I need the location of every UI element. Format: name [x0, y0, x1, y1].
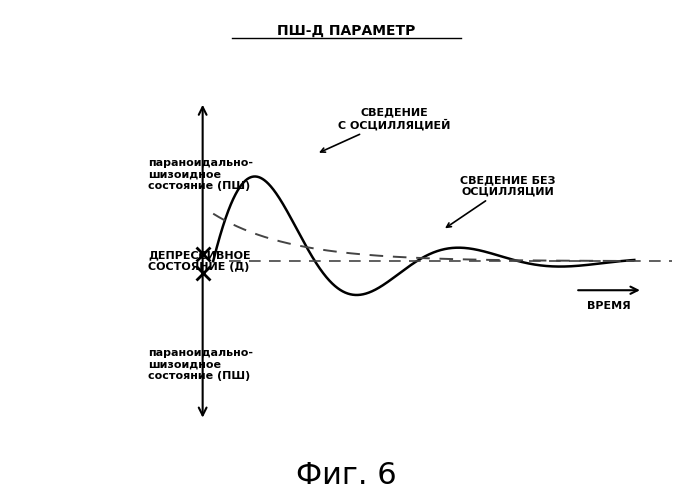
Text: параноидально-
шизоидное
состояние (ПШ): параноидально- шизоидное состояние (ПШ)	[148, 348, 253, 381]
Text: ВРЕМЯ: ВРЕМЯ	[587, 302, 631, 312]
Text: СВЕДЕНИЕ БЕЗ
ОСЦИЛЛЯЦИИ: СВЕДЕНИЕ БЕЗ ОСЦИЛЛЯЦИИ	[446, 175, 556, 228]
Text: СВЕДЕНИЕ
С ОСЦИЛЛЯЦИЕЙ: СВЕДЕНИЕ С ОСЦИЛЛЯЦИЕЙ	[321, 107, 450, 152]
Text: ПШ-Д ПАРАМЕТР: ПШ-Д ПАРАМЕТР	[277, 24, 416, 38]
Text: ДЕПРЕССИВНОЕ
СОСТОЯНИЕ (Д): ДЕПРЕССИВНОЕ СОСТОЯНИЕ (Д)	[148, 250, 251, 272]
Text: параноидально-
шизоидное
состояние (ПШ): параноидально- шизоидное состояние (ПШ)	[148, 158, 253, 191]
Text: Фиг. 6: Фиг. 6	[296, 461, 397, 490]
